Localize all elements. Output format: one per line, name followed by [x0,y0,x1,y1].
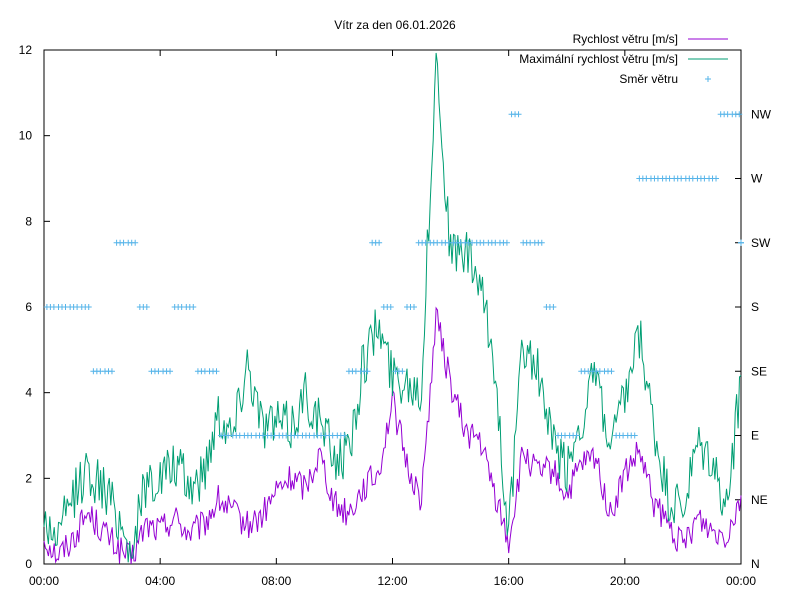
x-tick-label: 00:00 [726,574,756,588]
x-tick-label: 20:00 [610,574,640,588]
y2-tick-label: E [751,429,759,443]
direction-point [631,432,638,439]
direction-point [573,432,580,439]
chart-title: Vítr za den 06.01.2026 [334,18,456,32]
x-tick-label: 12:00 [377,574,407,588]
y-tick-label: 12 [19,43,33,57]
y2-tick-label: SW [751,236,771,250]
direction-point [410,304,417,310]
direction-point [132,239,139,246]
direction-point [341,432,348,439]
y2-tick-label: W [751,172,763,186]
direction-point [608,368,615,375]
direction-point [376,239,383,246]
direction-point [213,368,220,375]
direction-point [399,368,406,375]
direction-point [550,304,557,310]
y2-tick-label: NW [751,107,772,121]
y2-tick-label: N [751,557,760,571]
y-tick-label: 10 [19,129,33,143]
x-tick-label: 04:00 [145,574,175,588]
y-tick-label: 0 [25,557,32,571]
series-line-max-wind-speed [43,52,742,563]
y-tick-label: 2 [25,471,32,485]
direction-point [515,111,522,118]
legend-label: Směr větru [619,72,678,86]
direction-point [167,368,174,375]
direction-point [387,304,394,310]
legend-label: Rychlost větru [m/s] [573,32,678,46]
direction-point [108,368,115,375]
y2-tick-label: NE [751,493,768,507]
y-tick-label: 4 [25,386,32,400]
direction-point [190,304,197,310]
series-layer [43,52,744,565]
direction-point [364,368,371,375]
x-tick-label: 08:00 [261,574,291,588]
direction-point [538,239,545,246]
x-tick-label: 16:00 [494,574,524,588]
tick-layer: 0 2 4 6 8 10 12 N NE E SE S SW W NW 00:00 04:00 08:00 12:0… [19,43,772,588]
y-tick-label: 8 [25,214,32,228]
legend: Rychlost větru [m/s] Maximální rychlost v… [519,32,728,86]
direction-point [503,239,510,246]
x-tick-label: 00:00 [29,574,59,588]
y2-tick-label: SE [751,364,767,378]
legend-label: Maximální rychlost větru [m/s] [519,52,678,66]
direction-point [736,111,743,118]
y-tick-label: 6 [25,300,32,314]
direction-point [713,175,720,182]
direction-point [738,239,744,246]
direction-point [85,304,92,310]
direction-point [143,304,150,310]
y2-tick-label: S [751,300,759,314]
